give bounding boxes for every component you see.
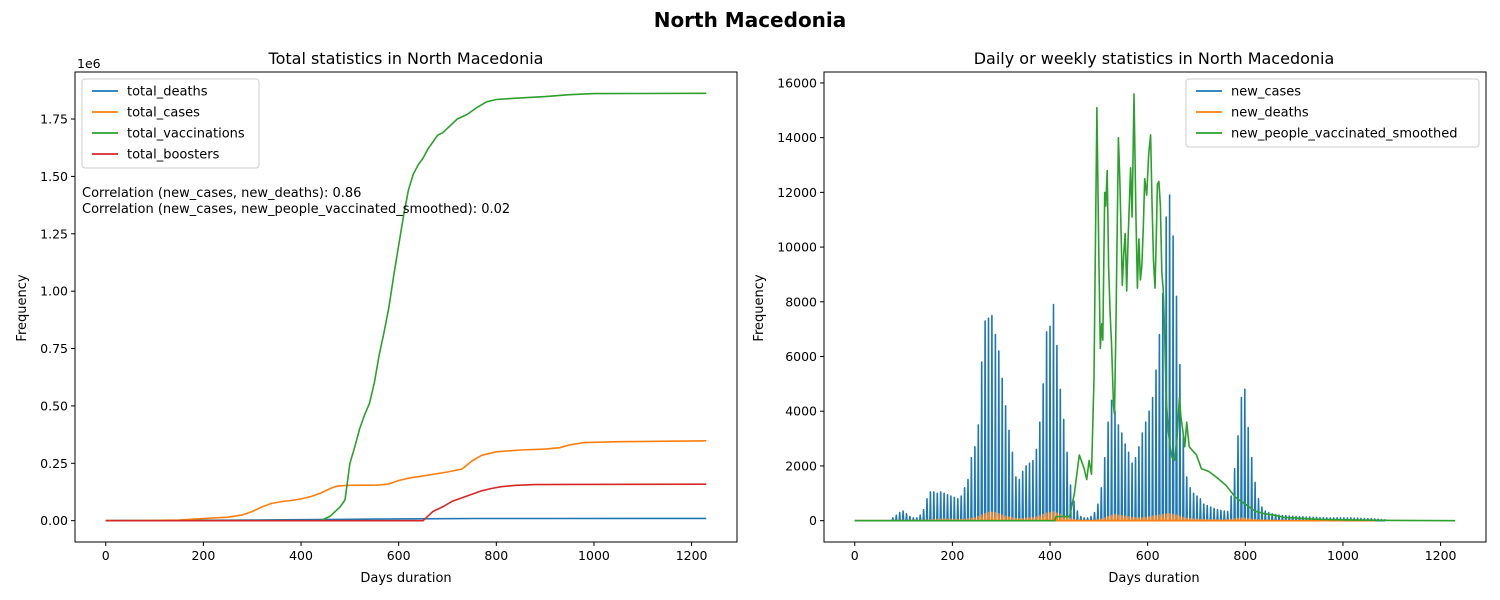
annotation-correlation-deaths: Correlation (new_cases, new_deaths): 0.8… — [82, 186, 361, 201]
chart-title-daily: Daily or weekly statistics in North Mace… — [974, 49, 1335, 68]
x-tick-label: 400 — [1038, 548, 1062, 563]
legend-label-total-vaccinations: total_vaccinations — [127, 127, 245, 142]
x-tick-label: 1000 — [578, 548, 610, 563]
y-axis-label-total: Frequency — [15, 274, 30, 341]
y-tick-label: 6000 — [785, 349, 817, 364]
legend-label-new-deaths: new_deaths — [1231, 106, 1309, 121]
plot-lines-daily — [854, 93, 1456, 522]
chart-daily-statistics: Daily or weekly statistics in North Mace… — [752, 49, 1487, 586]
axis-ticks-daily: 0 200 400 600 800 1000 12000200040006000800010… — [777, 75, 1456, 563]
legend-daily: new_cases new_deaths new_people_vaccinated… — [1185, 78, 1480, 148]
y-tick-label: 10000 — [777, 240, 817, 255]
y-tick-label: 0.25 — [40, 456, 68, 471]
annotation-correlation-vaccinated: Correlation (new_cases, new_people_vacci… — [82, 202, 510, 217]
series-line-new-deaths — [854, 511, 1376, 522]
y-axis-label-daily: Frequency — [752, 274, 767, 341]
series-line-new-people-vaccinated-smoothed — [854, 93, 1456, 522]
y-tick-label: 1.75 — [40, 112, 68, 127]
legend-box-total — [81, 78, 260, 169]
y-tick-label: 0 — [809, 513, 817, 528]
y-tick-label: 12000 — [777, 185, 817, 200]
y-tick-label: 8000 — [785, 294, 817, 309]
x-tick-label: 800 — [484, 548, 508, 563]
x-tick-label: 800 — [1233, 548, 1257, 563]
y-tick-label: 1.50 — [40, 169, 68, 184]
y-tick-label: 14000 — [777, 130, 817, 145]
x-tick-label: 1000 — [1327, 548, 1359, 563]
legend-label-new-people-vaccinated-smoothed: new_people_vaccinated_smoothed — [1231, 127, 1457, 142]
x-tick-label: 1200 — [1425, 548, 1457, 563]
y-tick-label: 4000 — [785, 404, 817, 419]
legend-total: total_deaths total_cases total_vaccination… — [81, 78, 260, 169]
x-axis-label-daily: Days duration — [1108, 571, 1199, 586]
y-tick-label: 1.25 — [40, 226, 68, 241]
x-tick-label: 600 — [387, 548, 411, 563]
legend-label-total-deaths: total_deaths — [127, 85, 208, 100]
legend-label-total-boosters: total_boosters — [127, 148, 220, 163]
series-line-total-boosters — [105, 483, 707, 522]
x-tick-label: 600 — [1136, 548, 1160, 563]
plot-lines-total — [105, 92, 707, 522]
axis-ticks-total: 0 200 400 600 800 1000 1200 0.00 0.25 0.50 0.75 1.0… — [40, 112, 707, 563]
x-tick-label: 200 — [191, 548, 215, 563]
chart-title-total: Total statistics in North Macedonia — [268, 49, 544, 68]
series-line-total-vaccinations — [105, 92, 707, 522]
legend-label-new-cases: new_cases — [1231, 85, 1301, 100]
x-tick-label: 0 — [102, 548, 110, 563]
x-axis-label-total: Days duration — [360, 571, 451, 586]
y-tick-label: 1.00 — [40, 284, 68, 299]
legend-label-total-cases: total_cases — [127, 106, 200, 121]
y-tick-label: 2000 — [785, 458, 817, 473]
x-tick-label: 1200 — [676, 548, 708, 563]
axes-frame-daily — [823, 71, 1487, 543]
y-offset-text: 1e6 — [77, 56, 101, 71]
series-line-total-cases — [105, 440, 707, 522]
legend-box-daily — [1185, 78, 1480, 148]
y-tick-label: 0.00 — [40, 513, 68, 528]
figure-suptitle: North Macedonia — [654, 8, 847, 32]
y-tick-label: 0.50 — [40, 398, 68, 413]
x-tick-label: 0 — [851, 548, 859, 563]
x-tick-label: 200 — [940, 548, 964, 563]
axes-frame-total — [74, 71, 738, 543]
x-tick-label: 400 — [289, 548, 313, 563]
y-tick-label: 0.75 — [40, 341, 68, 356]
y-tick-label: 16000 — [777, 75, 817, 90]
chart-total-statistics: Total statistics in North Macedonia Days… — [15, 49, 738, 586]
